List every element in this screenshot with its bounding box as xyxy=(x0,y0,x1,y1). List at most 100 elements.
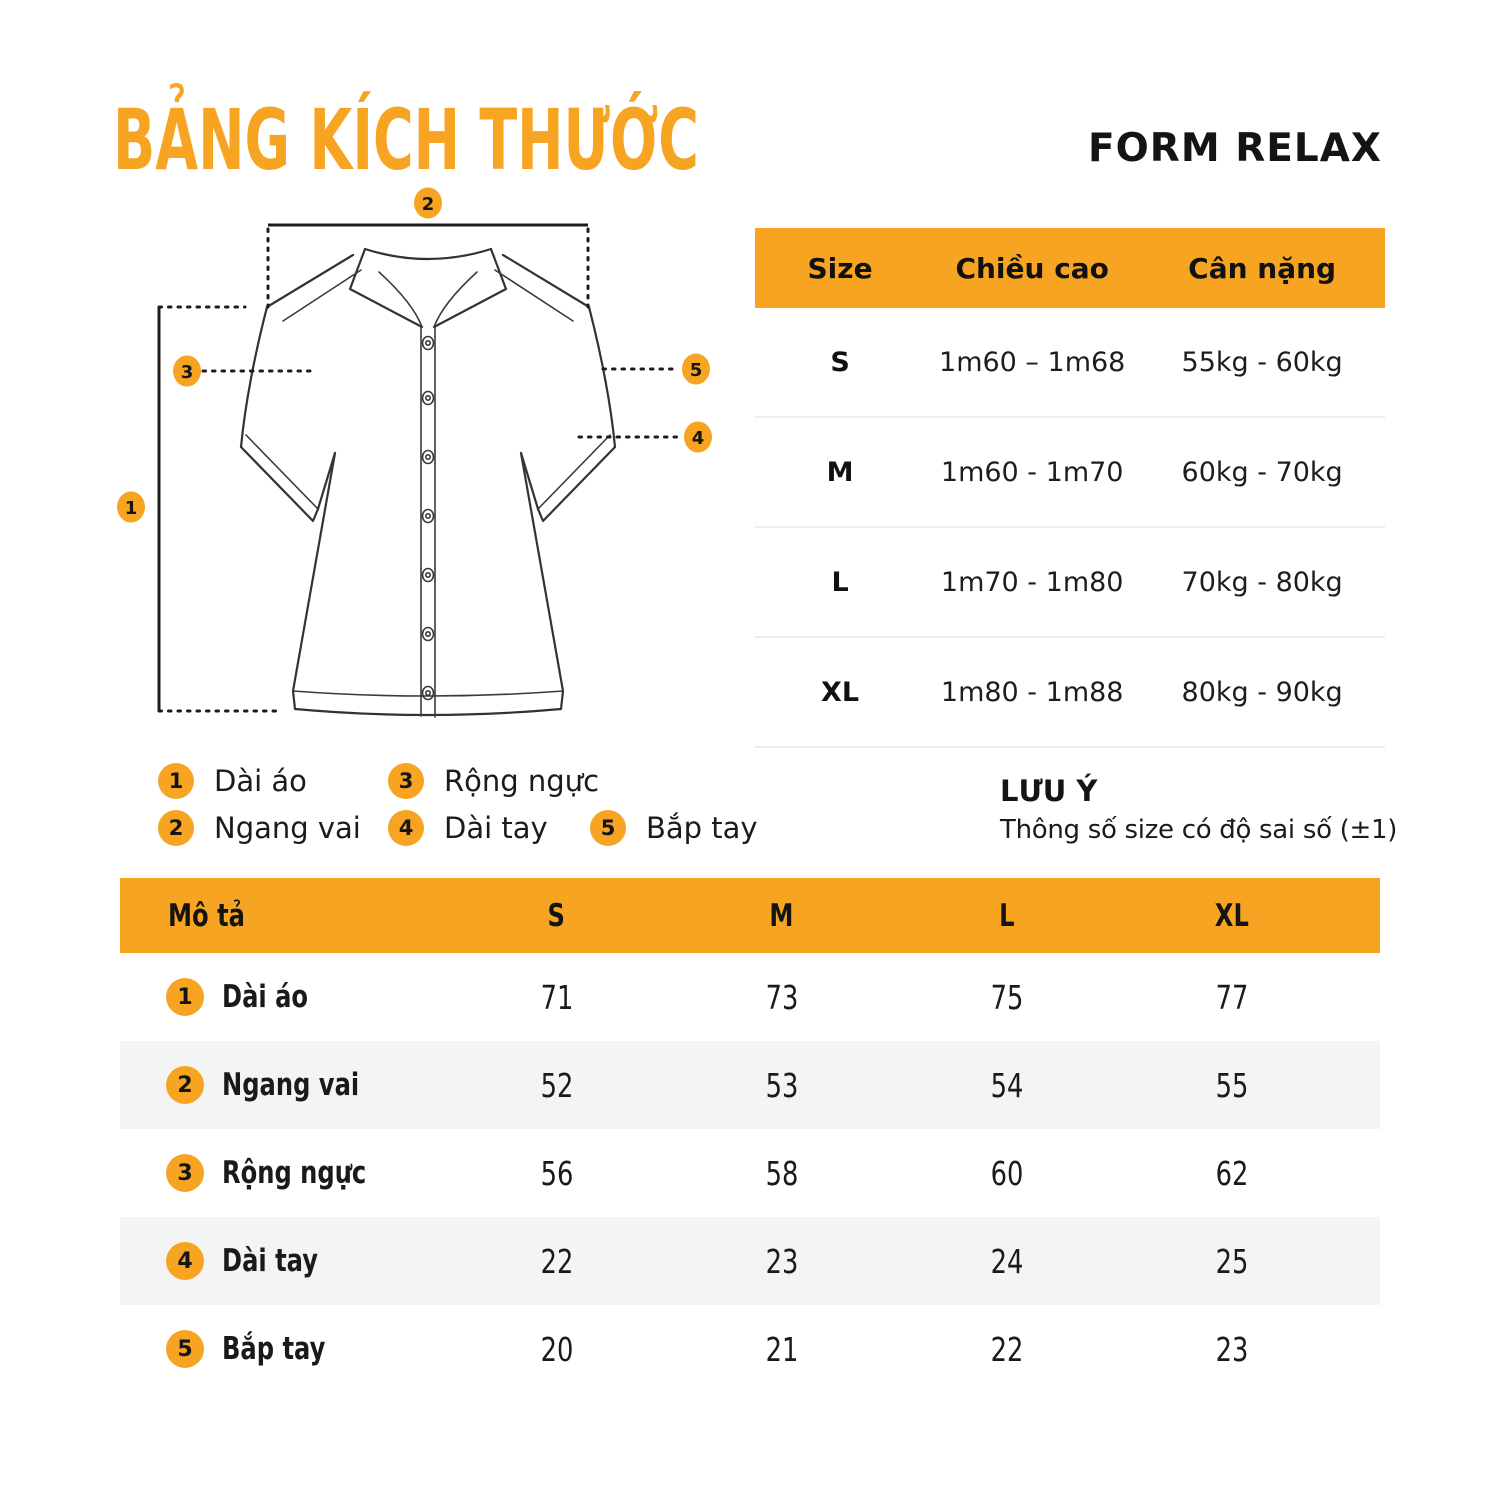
shirt-sleeve-right-outer xyxy=(587,305,617,449)
legend-item: 1 Dài áo xyxy=(158,763,307,799)
measure-table-row: 4 Dài tay 22 23 24 25 xyxy=(120,1217,1380,1305)
note-title: LƯU Ý xyxy=(1000,774,1098,808)
measure-value: 24 xyxy=(990,1241,1023,1281)
measure-value-cell: 62 xyxy=(1119,1154,1344,1193)
diagram-marker-1: 1 xyxy=(117,491,145,523)
shirt-collar-left xyxy=(348,247,424,329)
size-table-header-cell: Size xyxy=(807,251,873,285)
shirt-body-left xyxy=(291,451,337,693)
weight-cell: 55kg - 60kg xyxy=(1181,346,1343,378)
shirt-shoulder-right xyxy=(501,253,591,309)
legend-number-badge: 2 xyxy=(158,810,194,846)
size-table-body: S 1m60 – 1m68 55kg - 60kg M 1m60 - 1m70 60kg … xyxy=(755,308,1385,748)
shirt-neckline-right xyxy=(433,271,478,328)
measure-value: 58 xyxy=(765,1153,798,1193)
measure-value: 54 xyxy=(990,1065,1023,1105)
measure-table-header-cell: M xyxy=(669,898,894,934)
measure-value-cell: 55 xyxy=(1119,1066,1344,1105)
measure-row-label-text: Dài tay xyxy=(222,1243,318,1279)
shirt-sleeve-right-inner xyxy=(519,451,540,511)
measure-table-row: 5 Bắp tay 20 21 22 23 xyxy=(120,1305,1380,1393)
svg-text:2: 2 xyxy=(422,194,435,215)
legend-item: 5 Bắp tay xyxy=(590,810,758,846)
row-number-badge: 3 xyxy=(166,1154,204,1192)
shirt-collar-right xyxy=(432,247,508,329)
measure-value-cell: 23 xyxy=(669,1242,894,1281)
shirt-hem-bottom xyxy=(291,689,565,717)
legend-label: Dài tay xyxy=(444,811,548,845)
size-table-row: L 1m70 - 1m80 70kg - 80kg xyxy=(755,528,1385,638)
measure-value: 21 xyxy=(765,1329,798,1369)
measure-value-cell: 21 xyxy=(669,1330,894,1369)
diagram-marker-3: 3 xyxy=(173,355,201,387)
measure-value: 53 xyxy=(765,1065,798,1105)
measure-value-cell: 77 xyxy=(1119,978,1344,1017)
note-text: Thông số size có độ sai số (±1) xyxy=(1000,815,1398,845)
measure-table-header-label: M xyxy=(769,897,794,934)
svg-text:1: 1 xyxy=(125,498,138,519)
size-table: Size Chiều cao Cân nặng S 1m60 – 1m68 55kg -… xyxy=(755,228,1385,748)
row-number-badge: 5 xyxy=(166,1330,204,1368)
measure-value: 62 xyxy=(1215,1153,1248,1193)
height-cell: 1m60 - 1m70 xyxy=(940,456,1124,488)
measure-row-label: Rộng ngực xyxy=(222,1155,407,1191)
measure-value: 77 xyxy=(1215,977,1248,1017)
shirt-cuff-left xyxy=(239,445,320,523)
shirt-cuff-right-seam xyxy=(537,434,611,510)
measure-value-cell: 25 xyxy=(1119,1242,1344,1281)
measure-value-cell: 20 xyxy=(444,1330,669,1369)
weight-cell: 80kg - 90kg xyxy=(1181,676,1343,708)
legend-item: 3 Rộng ngực xyxy=(388,763,599,799)
measure-table-header-label: S xyxy=(547,897,566,934)
measure-table-row: 1 Dài áo 71 73 75 77 xyxy=(120,953,1380,1041)
measure-value: 52 xyxy=(540,1065,573,1105)
diagram-marker-4: 4 xyxy=(684,421,712,453)
height-cell: 1m70 - 1m80 xyxy=(940,566,1124,598)
measure-value-cell: 22 xyxy=(894,1330,1119,1369)
size-table-row: S 1m60 – 1m68 55kg - 60kg xyxy=(755,308,1385,418)
measure-row-desc: 5 Bắp tay xyxy=(120,1330,444,1368)
size-table-header: Size Chiều cao Cân nặng xyxy=(755,228,1385,308)
measure-table-body: 1 Dài áo 71 73 75 77 2 Ngang vai 52 53 54 55 3 Rộng n… xyxy=(120,953,1380,1393)
measure-value-cell: 71 xyxy=(444,978,669,1017)
measure-value: 25 xyxy=(1215,1241,1248,1281)
measure-value-cell: 73 xyxy=(669,978,894,1017)
measure-value-cell: 22 xyxy=(444,1242,669,1281)
measure-value: 23 xyxy=(765,1241,798,1281)
row-number-badge: 2 xyxy=(166,1066,204,1104)
measure-row-desc: 3 Rộng ngực xyxy=(120,1154,444,1192)
measure-value-cell: 56 xyxy=(444,1154,669,1193)
svg-text:4: 4 xyxy=(692,428,705,449)
measure-row-label-text: Bắp tay xyxy=(222,1331,326,1367)
measure-value-cell: 54 xyxy=(894,1066,1119,1105)
measure-value-cell: 58 xyxy=(669,1154,894,1193)
legend-number-badge: 3 xyxy=(388,763,424,799)
measure-value: 56 xyxy=(540,1153,573,1193)
row-number-badge: 4 xyxy=(166,1242,204,1280)
height-cell: 1m60 – 1m68 xyxy=(939,346,1126,378)
legend-number-badge: 5 xyxy=(590,810,626,846)
shirt-yoke-left xyxy=(282,269,362,322)
shirt-buttons xyxy=(421,335,435,701)
measure-value: 23 xyxy=(1215,1329,1248,1369)
measure-row-label-text: Dài áo xyxy=(222,979,309,1015)
weight-cell: 60kg - 70kg xyxy=(1181,456,1343,488)
shirt-body-right xyxy=(519,451,565,693)
measure-row-label: Ngang vai xyxy=(222,1067,398,1103)
height-cell: 1m80 - 1m88 xyxy=(940,676,1124,708)
shirt-sleeve-left-inner xyxy=(316,451,337,511)
measure-value-cell: 75 xyxy=(894,978,1119,1017)
shirt-sleeve-left-outer xyxy=(239,305,269,449)
page-title: BẢNG KÍCH THƯỚC xyxy=(113,91,699,189)
measure-table-header-cell: L xyxy=(894,898,1119,934)
svg-text:3: 3 xyxy=(181,362,194,383)
measure-value: 60 xyxy=(990,1153,1023,1193)
measure-row-desc: 1 Dài áo xyxy=(120,978,444,1016)
size-table-header-cell: Cân nặng xyxy=(1188,251,1337,285)
shirt-shoulder-left xyxy=(265,253,355,309)
measure-row-desc: 4 Dài tay xyxy=(120,1242,444,1280)
measure-value: 71 xyxy=(540,977,573,1017)
measure-value: 22 xyxy=(990,1329,1023,1369)
size-cell: M xyxy=(826,456,854,488)
